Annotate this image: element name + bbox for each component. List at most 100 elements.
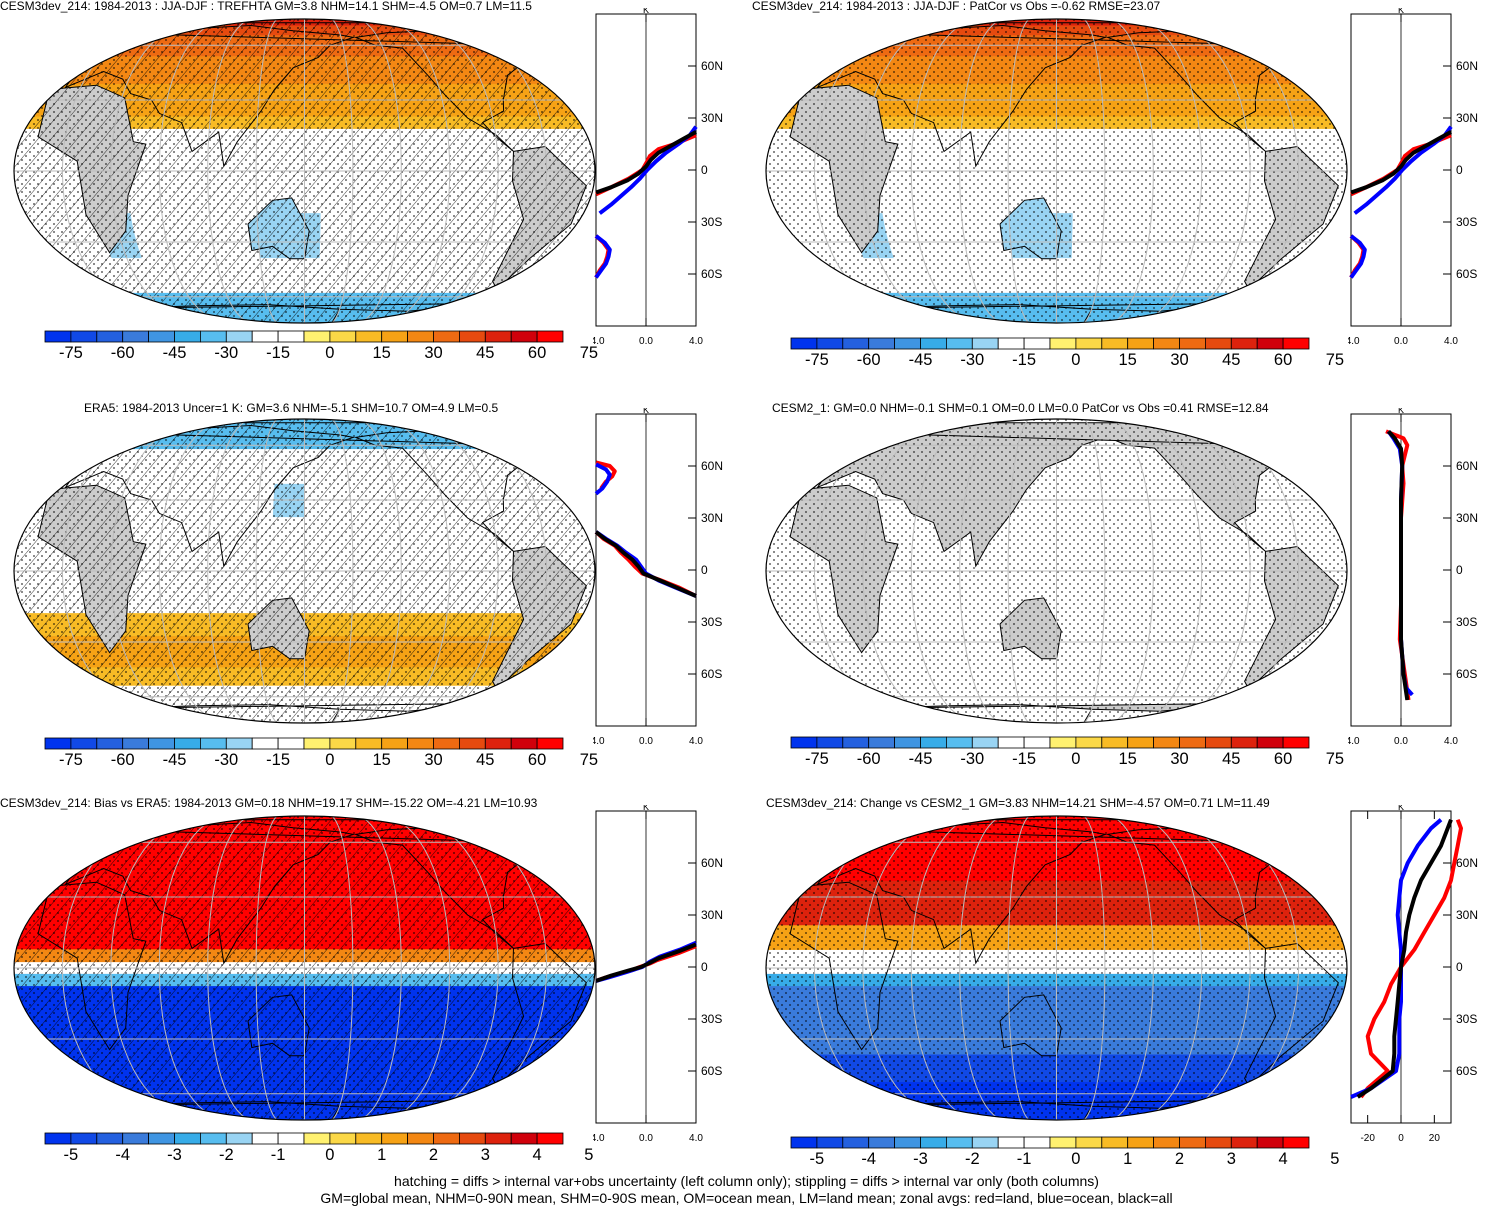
- zonal-ytick-label: 60N: [1456, 856, 1478, 870]
- colorbar-labels: -75 -60 -45 -30 -15 0 15 30 45 60 75: [44, 751, 598, 773]
- zonal-xtick-label: -4.0: [1348, 736, 1360, 747]
- colorbar-box: [1049, 1136, 1077, 1149]
- colorbar-label: 5: [1330, 1150, 1340, 1168]
- colorbar-label: 45: [476, 344, 495, 362]
- colorbar-label: 60: [1273, 750, 1293, 768]
- colorbar-label: -30: [960, 750, 985, 768]
- colorbar-label: 15: [1118, 750, 1137, 768]
- map-border: [13, 18, 596, 324]
- zonal-line-ocean2: [594, 234, 612, 279]
- colorbar-box: [1230, 337, 1258, 350]
- colorbar-label: 0: [1071, 750, 1081, 768]
- colorbar-label: 30: [424, 344, 443, 362]
- colorbar-box: [945, 736, 973, 749]
- zonal-ytick-label: 60S: [701, 667, 722, 681]
- colorbar-labels: -5 -4 -3 -2 -1 0 1 2 3 4 5: [44, 1146, 594, 1168]
- colorbar-box: [148, 737, 175, 750]
- colorbar-label: -60: [856, 351, 881, 369]
- zonal-ytick-label: 30N: [1456, 908, 1478, 922]
- colorbar-box: [1101, 736, 1129, 749]
- colorbar-box: [433, 1132, 460, 1145]
- colorbar-box: [971, 736, 999, 749]
- colorbar-box: [96, 330, 124, 343]
- zonal-ytick-label: 30S: [1456, 215, 1477, 229]
- colorbar-label: -4: [115, 1146, 131, 1164]
- map: [765, 18, 1348, 324]
- zonal-ytick-label: 30S: [701, 1012, 722, 1026]
- colorbar-box: [355, 737, 383, 750]
- zonal-ytick-label: 0: [1456, 563, 1463, 577]
- colorbar-box: [1256, 337, 1284, 350]
- colorbar-box: [1023, 736, 1051, 749]
- colorbar-label: 60: [527, 751, 547, 769]
- colorbar-box: [407, 1132, 434, 1145]
- colorbar-label: -3: [167, 1146, 182, 1164]
- colorbar-box: [945, 337, 973, 350]
- panel-change: CESM3dev_214: Change vs CESM2_1 GM=3.83 …: [760, 796, 1490, 1192]
- colorbar-box: [920, 1136, 947, 1149]
- colorbar-box: [868, 1136, 895, 1149]
- colorbar: [44, 330, 564, 343]
- colorbar-label: -1: [1016, 1150, 1032, 1168]
- colorbar-box: [536, 1132, 564, 1145]
- colorbar-box: [407, 330, 434, 343]
- colorbar-box: [355, 330, 383, 343]
- colorbar-label: 45: [1222, 750, 1241, 768]
- colorbar-label: -45: [908, 750, 933, 768]
- colorbar-box: [44, 1132, 72, 1145]
- colorbar-label: 3: [1226, 1150, 1236, 1168]
- colorbar-box: [484, 1132, 512, 1145]
- colorbar-box: [329, 737, 357, 750]
- colorbar-box: [277, 330, 305, 343]
- colorbar-label: -1: [270, 1146, 286, 1164]
- zonal-line-all: [1387, 429, 1410, 701]
- map: [13, 815, 596, 1121]
- caption-line-1: hatching = diffs > internal var+obs unce…: [394, 1173, 1099, 1189]
- colorbar-box: [122, 1132, 149, 1145]
- colorbar-box: [225, 1132, 253, 1145]
- colorbar-box: [277, 737, 305, 750]
- zonal-ytick-label: 30N: [701, 111, 723, 125]
- zonal-xtick-label: 4.0: [689, 336, 703, 347]
- zonal-line-land: [1385, 429, 1411, 701]
- colorbar-box: [225, 737, 253, 750]
- colorbar-label: 5: [584, 1146, 594, 1164]
- colorbar-box: [1282, 337, 1310, 350]
- zonal-mean-plot: K -4.0 0.0 4.0 60N 30N 0 30S 60S: [593, 8, 723, 347]
- zonal-xtick-label: -4.0: [1348, 336, 1360, 347]
- panel-bias: CESM3dev_214: Bias vs ERA5: 1984-2013 GM…: [0, 796, 738, 1192]
- panel-title: CESM2_1: GM=0.0 NHM=-0.1 SHM=0.1 OM=0.0 …: [772, 401, 1269, 415]
- colorbar-box: [277, 1132, 305, 1145]
- colorbar-box: [920, 337, 947, 350]
- colorbar-label: -15: [266, 751, 291, 769]
- map: [765, 418, 1348, 724]
- colorbar-label: -60: [856, 750, 881, 768]
- colorbar-box: [458, 737, 486, 750]
- colorbar-label: -30: [214, 344, 239, 362]
- colorbar: [790, 736, 1310, 749]
- zonal-line-all: [1350, 130, 1452, 195]
- colorbar-label: 75: [579, 344, 599, 362]
- colorbar-box: [1075, 1136, 1103, 1149]
- colorbar-box: [174, 330, 201, 343]
- colorbar-label: 0: [1071, 1150, 1081, 1168]
- zonal-xtick-label: 0.0: [1394, 336, 1408, 347]
- zonal-ytick-label: 60S: [1456, 667, 1477, 681]
- colorbar-box: [816, 736, 844, 749]
- zonal-ytick-label: 60N: [1456, 459, 1478, 473]
- colorbar-box: [997, 736, 1025, 749]
- zonal-ytick-label: 0: [1456, 960, 1463, 974]
- colorbar-box: [1204, 736, 1232, 749]
- colorbar-box: [1153, 1136, 1180, 1149]
- colorbar-box: [329, 1132, 357, 1145]
- colorbar-box: [303, 1132, 331, 1145]
- colorbar-label: -60: [110, 751, 135, 769]
- colorbar-box: [1256, 736, 1284, 749]
- colorbar-label: -45: [908, 351, 933, 369]
- zonal-ytick-label: 60S: [1456, 1064, 1477, 1078]
- colorbar-box: [381, 737, 409, 750]
- colorbar-box: [458, 1132, 486, 1145]
- colorbar-box: [70, 737, 98, 750]
- colorbar: [790, 1136, 1310, 1149]
- colorbar-box: [816, 337, 844, 350]
